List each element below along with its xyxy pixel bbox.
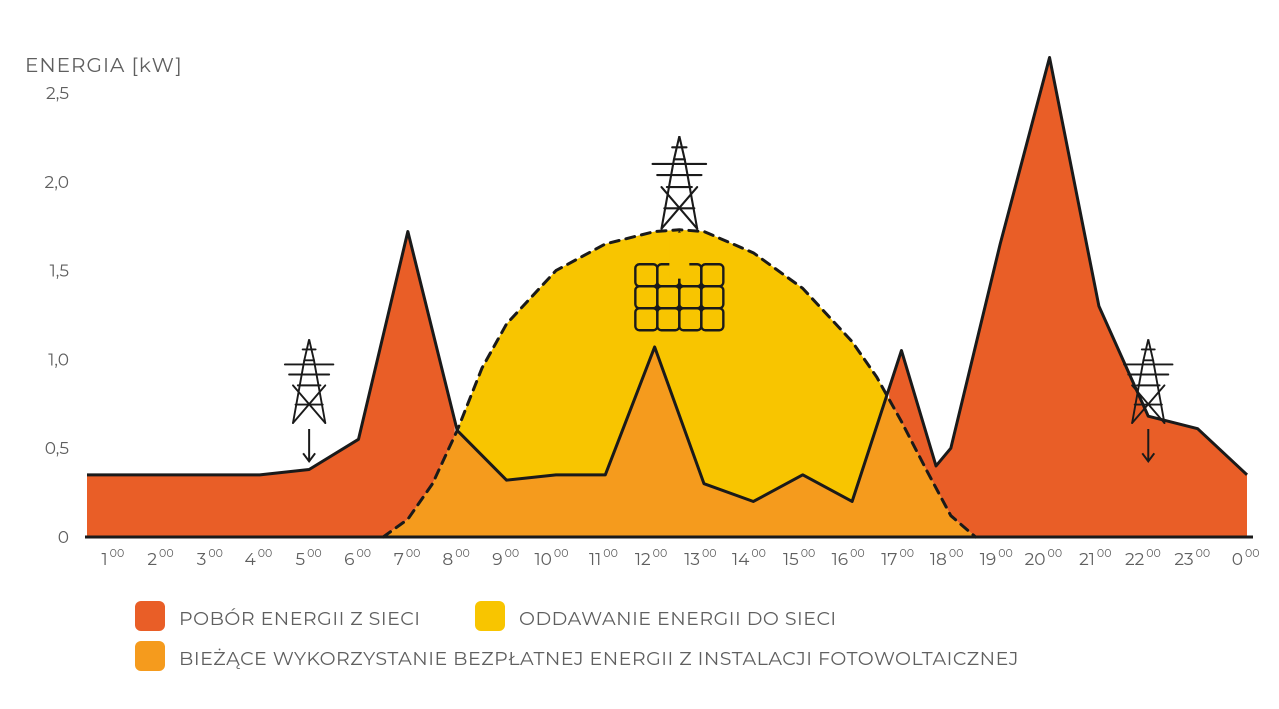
x-hour-label: 700 <box>394 546 421 570</box>
svg-text:4: 4 <box>245 550 256 570</box>
x-hour-label: 800 <box>442 546 469 570</box>
svg-text:00: 00 <box>406 546 421 560</box>
x-hour-label: 1200 <box>635 546 667 570</box>
x-hour-label: 2000 <box>1025 546 1062 570</box>
x-hour-label: 1000 <box>535 546 569 570</box>
svg-text:7: 7 <box>394 550 404 570</box>
x-hour-label: 1800 <box>930 546 964 570</box>
y-tick-label: 2,5 <box>46 84 69 104</box>
legend-selfuse-swatch <box>135 641 165 671</box>
svg-text:00: 00 <box>258 546 273 560</box>
svg-text:00: 00 <box>1245 546 1260 560</box>
x-hour-label: 1700 <box>881 546 914 570</box>
svg-text:15: 15 <box>783 550 799 570</box>
svg-text:00: 00 <box>159 546 174 560</box>
svg-text:00: 00 <box>949 546 964 560</box>
x-hour-label: 1100 <box>589 546 618 570</box>
svg-text:00: 00 <box>850 546 865 560</box>
legend-selfuse-label: BIEŻĄCE WYKORZYSTANIE BEZPŁATNEJ ENERGII… <box>179 647 1019 670</box>
svg-text:00: 00 <box>455 546 470 560</box>
legend-import-label: POBÓR ENERGII Z SIECI <box>179 607 420 630</box>
x-hour-label: 400 <box>245 546 273 570</box>
y-tick-label: 1,5 <box>50 262 69 282</box>
svg-text:10: 10 <box>535 550 552 570</box>
x-hour-label: 200 <box>147 546 173 570</box>
svg-text:00: 00 <box>801 546 816 560</box>
x-hour-label: 100 <box>102 546 125 570</box>
svg-text:9: 9 <box>492 550 502 570</box>
svg-text:00: 00 <box>554 546 569 560</box>
legend-export-swatch <box>475 601 505 631</box>
x-hour-label: 600 <box>344 546 371 570</box>
svg-text:00: 00 <box>208 546 223 560</box>
svg-text:00: 00 <box>998 546 1013 560</box>
svg-text:8: 8 <box>442 550 453 570</box>
x-hour-label: 1400 <box>732 546 766 570</box>
x-hour-label: 1500 <box>783 546 815 570</box>
svg-text:00: 00 <box>110 546 125 560</box>
svg-text:16: 16 <box>832 550 849 570</box>
x-hour-label: 1900 <box>980 546 1013 570</box>
svg-text:00: 00 <box>702 546 717 560</box>
svg-text:0: 0 <box>1232 550 1243 570</box>
x-hour-label: 2300 <box>1174 546 1210 570</box>
svg-text:23: 23 <box>1174 550 1193 570</box>
svg-text:00: 00 <box>307 546 322 560</box>
area-grid-import <box>87 232 455 537</box>
svg-text:00: 00 <box>1048 546 1063 560</box>
svg-text:00: 00 <box>899 546 914 560</box>
x-hour-label: 1600 <box>832 546 865 570</box>
svg-text:00: 00 <box>1146 546 1161 560</box>
energy-chart: 00,51,01,52,02,5100200300400500600700800… <box>0 0 1279 709</box>
svg-text:17: 17 <box>881 550 897 570</box>
svg-text:19: 19 <box>980 550 997 570</box>
svg-text:3: 3 <box>197 550 207 570</box>
svg-text:00: 00 <box>1196 546 1211 560</box>
svg-text:13: 13 <box>684 550 700 570</box>
svg-text:5: 5 <box>296 550 306 570</box>
svg-text:14: 14 <box>732 550 749 570</box>
svg-text:18: 18 <box>930 550 947 570</box>
x-hour-label: 500 <box>296 546 322 570</box>
x-hour-label: 900 <box>492 546 519 570</box>
legend-import-swatch <box>135 601 165 631</box>
svg-text:2: 2 <box>147 550 157 570</box>
y-tick-label: 0,5 <box>45 439 69 459</box>
x-hour-label: 300 <box>197 546 223 570</box>
x-hour-label: 000 <box>1232 546 1260 570</box>
legend-export-label: ODDAWANIE ENERGII DO SIECI <box>519 607 837 630</box>
svg-text:21: 21 <box>1079 550 1095 570</box>
y-tick-label: 1,0 <box>48 350 69 370</box>
svg-text:00: 00 <box>1097 546 1112 560</box>
svg-text:11: 11 <box>589 550 601 570</box>
svg-text:6: 6 <box>344 550 354 570</box>
svg-text:22: 22 <box>1125 550 1145 570</box>
svg-text:00: 00 <box>653 546 668 560</box>
x-hour-label: 1300 <box>684 546 716 570</box>
y-tick-label: 2,0 <box>45 173 70 193</box>
y-axis-title: ENERGIA [kW] <box>25 54 183 78</box>
area-grid-import <box>889 57 1247 537</box>
pylon-icon <box>285 339 333 461</box>
x-hour-label: 2100 <box>1079 546 1111 570</box>
svg-text:00: 00 <box>356 546 371 560</box>
y-tick-label: 0 <box>58 528 69 548</box>
svg-text:00: 00 <box>603 546 618 560</box>
svg-text:20: 20 <box>1025 550 1046 570</box>
svg-text:00: 00 <box>751 546 766 560</box>
x-hour-label: 2200 <box>1125 546 1161 570</box>
svg-text:12: 12 <box>635 550 651 570</box>
svg-text:00: 00 <box>505 546 520 560</box>
svg-text:1: 1 <box>102 550 108 570</box>
